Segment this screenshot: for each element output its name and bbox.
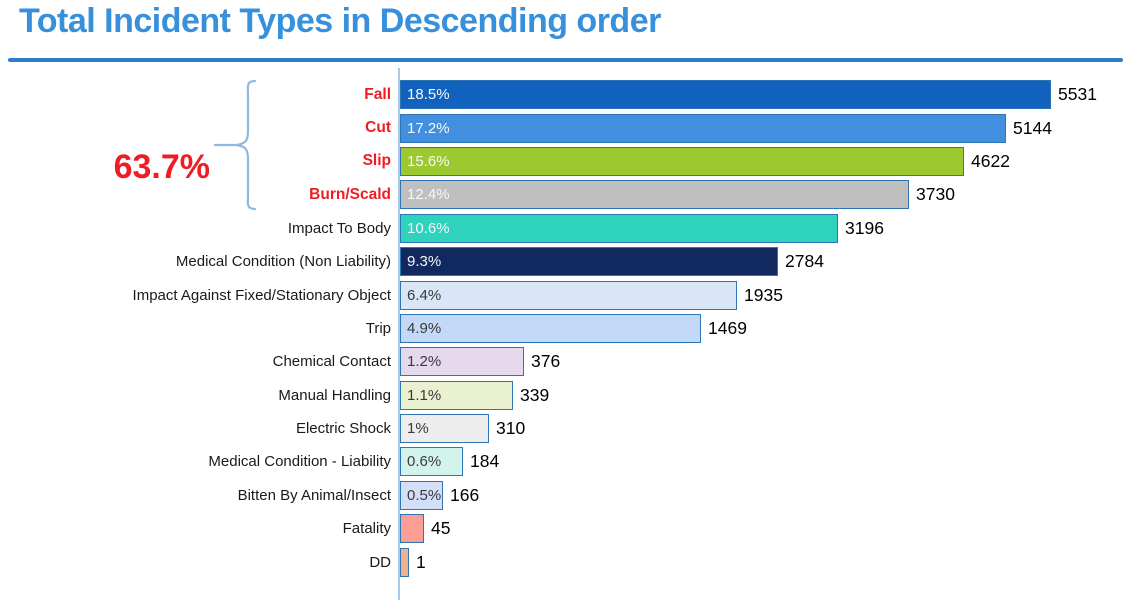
pct-label: 0.6% xyxy=(407,453,442,471)
pct-label: 12.4% xyxy=(407,186,450,204)
pct-label: 17.2% xyxy=(407,119,450,137)
chart-row: Medical Condition (Non Liability) 9.3% 278… xyxy=(0,245,1127,278)
bar-zone: 45 xyxy=(400,514,451,544)
incident-bar-chart: Fall 18.5% 5531 Cut 17.2% 5144 Slip 15.6% 4622 Bu… xyxy=(0,68,1127,600)
bar-zone: 0.6% 184 xyxy=(400,447,500,477)
value-label: 3196 xyxy=(845,217,884,238)
category-label: Fall xyxy=(364,85,391,103)
bar: 18.5% xyxy=(400,80,1051,110)
value-label: 1469 xyxy=(708,317,747,338)
pct-label: 1.1% xyxy=(407,386,442,404)
bar xyxy=(400,547,409,577)
chart-row: DD 1 xyxy=(0,545,1127,578)
chart-row: Trip 4.9% 1469 xyxy=(0,312,1127,345)
pct-label: 4.9% xyxy=(407,319,442,337)
value-label: 5531 xyxy=(1058,84,1097,105)
chart-row: Manual Handling 1.1% 339 xyxy=(0,379,1127,412)
value-label: 310 xyxy=(496,418,526,439)
category-label: Burn/Scald xyxy=(309,185,391,203)
value-label: 376 xyxy=(531,351,561,372)
category-label: Chemical Contact xyxy=(272,353,391,371)
chart-row: Impact To Body 10.6% 3196 xyxy=(0,212,1127,245)
bar-zone: 4.9% 1469 xyxy=(400,313,747,343)
bar: 0.6% xyxy=(400,447,463,477)
category-label: Impact To Body xyxy=(287,219,391,237)
bar: 0.5% xyxy=(400,480,443,510)
pct-label: 6.4% xyxy=(407,286,442,304)
bar xyxy=(400,514,424,544)
chart-row: Cut 17.2% 5144 xyxy=(0,111,1127,144)
category-label: Fatality xyxy=(342,520,391,538)
chart-row: Electric Shock 1% 310 xyxy=(0,412,1127,445)
group-percent-label: 63.7% xyxy=(113,148,210,186)
bar-zone: 18.5% 5531 xyxy=(400,80,1097,110)
pct-label: 0.5% xyxy=(407,486,442,504)
pct-label: 9.3% xyxy=(407,253,442,271)
value-label: 1935 xyxy=(744,284,783,305)
value-label: 166 xyxy=(450,484,480,505)
value-label: 4622 xyxy=(971,150,1010,171)
chart-row: Chemical Contact 1.2% 376 xyxy=(0,345,1127,378)
pct-label: 1.2% xyxy=(407,353,442,371)
bar-zone: 1% 310 xyxy=(400,414,526,444)
bar: 12.4% xyxy=(400,180,909,210)
bar-zone: 1 xyxy=(400,547,426,577)
value-label: 184 xyxy=(470,451,500,472)
pct-label: 18.5% xyxy=(407,86,450,104)
value-label: 339 xyxy=(520,384,550,405)
category-label: Manual Handling xyxy=(278,386,391,404)
value-label: 2784 xyxy=(785,251,824,272)
value-label: 3730 xyxy=(916,184,955,205)
chart-row: Fatality 45 xyxy=(0,512,1127,545)
category-label: Electric Shock xyxy=(295,420,391,438)
bar-zone: 12.4% 3730 xyxy=(400,180,955,210)
category-label: Medical Condition - Liability xyxy=(208,453,391,471)
bar: 17.2% xyxy=(400,113,1006,143)
chart-row: Bitten By Animal/Insect 0.5% 166 xyxy=(0,479,1127,512)
bar: 4.9% xyxy=(400,313,701,343)
bar-zone: 17.2% 5144 xyxy=(400,113,1052,143)
bar: 1.2% xyxy=(400,347,524,377)
bar: 15.6% xyxy=(400,146,964,176)
title-underline xyxy=(8,58,1123,62)
y-axis-line xyxy=(398,68,400,600)
chart-row: Impact Against Fixed/Stationary Object 6.… xyxy=(0,278,1127,311)
chart-row: Fall 18.5% 5531 xyxy=(0,78,1127,111)
value-label: 5144 xyxy=(1013,117,1052,138)
value-label: 45 xyxy=(431,518,451,539)
category-label: Trip xyxy=(365,319,391,337)
bar: 10.6% xyxy=(400,213,838,243)
value-label: 1 xyxy=(416,551,426,572)
chart-row: Burn/Scald 12.4% 3730 xyxy=(0,178,1127,211)
bar: 1% xyxy=(400,414,489,444)
grouping-brace xyxy=(213,79,257,211)
bar: 9.3% xyxy=(400,247,778,277)
bar-zone: 6.4% 1935 xyxy=(400,280,783,310)
bar-zone: 1.1% 339 xyxy=(400,380,550,410)
category-label: Bitten By Animal/Insect xyxy=(237,486,391,504)
category-label: DD xyxy=(369,553,391,571)
bar: 1.1% xyxy=(400,380,513,410)
chart-row: Slip 15.6% 4622 xyxy=(0,145,1127,178)
bar-zone: 0.5% 166 xyxy=(400,480,480,510)
page-title: Total Incident Types in Descending order xyxy=(19,2,661,40)
category-label: Cut xyxy=(365,119,391,137)
chart-row: Medical Condition - Liability 0.6% 184 xyxy=(0,445,1127,478)
pct-label: 15.6% xyxy=(407,152,450,170)
chart-rows: Fall 18.5% 5531 Cut 17.2% 5144 Slip 15.6% 4622 Bu… xyxy=(0,78,1127,579)
category-label: Slip xyxy=(362,152,391,170)
bar: 6.4% xyxy=(400,280,737,310)
bar-zone: 10.6% 3196 xyxy=(400,213,884,243)
category-label: Medical Condition (Non Liability) xyxy=(175,253,391,271)
category-label: Impact Against Fixed/Stationary Object xyxy=(132,286,391,304)
bar-zone: 15.6% 4622 xyxy=(400,146,1010,176)
pct-label: 1% xyxy=(407,420,429,438)
pct-label: 10.6% xyxy=(407,219,450,237)
bar-zone: 9.3% 2784 xyxy=(400,247,824,277)
bar-zone: 1.2% 376 xyxy=(400,347,561,377)
